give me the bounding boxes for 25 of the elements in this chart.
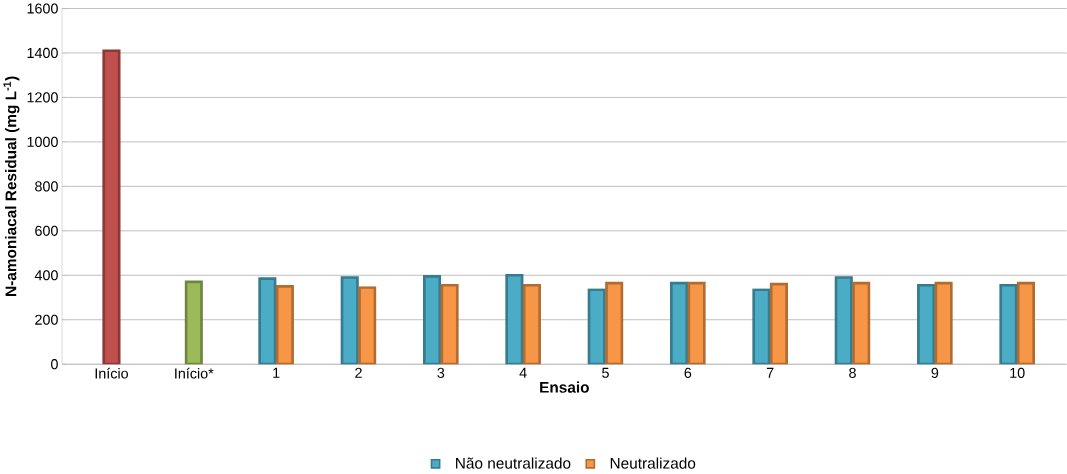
x-tick-label: 7 bbox=[766, 367, 774, 378]
x-tick-label: 1 bbox=[273, 367, 280, 378]
x-axis-title: Ensaio bbox=[540, 381, 589, 393]
legend-label: Neutralizado bbox=[610, 457, 696, 469]
x-tick-label: 5 bbox=[602, 367, 609, 378]
y-tick-label: 1400 bbox=[27, 47, 58, 58]
x-tick-label: 6 bbox=[684, 367, 692, 378]
y-tick-label: 800 bbox=[35, 181, 58, 192]
x-tick-label: Início bbox=[95, 367, 129, 379]
y-tick-label: 1200 bbox=[27, 92, 58, 103]
y-tick-label: 400 bbox=[34, 270, 58, 281]
x-tick-label: 9 bbox=[931, 367, 939, 378]
x-tick-label: 4 bbox=[519, 367, 527, 378]
x-tick-label: 3 bbox=[437, 367, 445, 378]
legend-label: Não neutralizado bbox=[456, 457, 571, 469]
y-axis-title: N-amoniacal Residual (mg L$^{-1}$) bbox=[3, 76, 20, 296]
x-tick-label: 8 bbox=[849, 367, 856, 378]
y-tick-label: 600 bbox=[35, 225, 58, 236]
x-tick-label: Início* bbox=[175, 367, 214, 379]
x-tick-label: 2 bbox=[355, 367, 362, 378]
y-tick-label: 200 bbox=[35, 314, 58, 325]
y-tick-label: 1600 bbox=[27, 3, 58, 14]
x-tick-label: 10 bbox=[1010, 367, 1025, 378]
y-tick-label: 0 bbox=[51, 359, 58, 370]
y-tick-label: 1000 bbox=[27, 136, 58, 147]
